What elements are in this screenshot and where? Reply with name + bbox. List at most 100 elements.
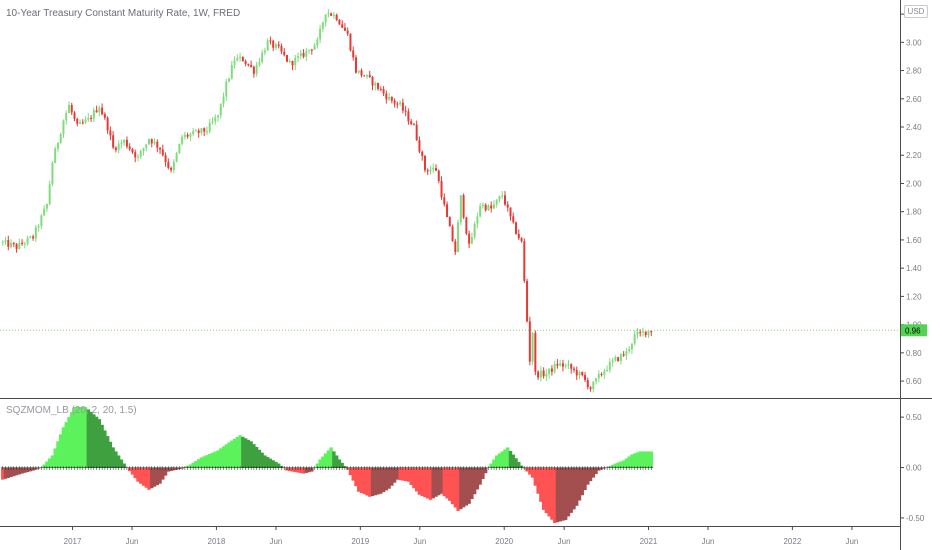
momentum-bar bbox=[486, 467, 491, 469]
squeeze-dot: + bbox=[583, 465, 588, 472]
price-pane[interactable] bbox=[0, 9, 900, 393]
squeeze-dot: + bbox=[522, 465, 527, 472]
momentum-tick-label: 0.50 bbox=[906, 413, 922, 422]
squeeze-dot: + bbox=[351, 465, 356, 472]
squeeze-dot: + bbox=[480, 465, 485, 472]
candle bbox=[465, 216, 468, 236]
candle bbox=[343, 23, 346, 32]
squeeze-dot: + bbox=[127, 465, 132, 472]
price-axis[interactable]: 3.203.002.802.602.402.202.001.801.601.40… bbox=[900, 10, 927, 386]
squeeze-dot: + bbox=[298, 465, 303, 472]
candle bbox=[95, 105, 98, 113]
time-axis[interactable]: 2017 Jun 2018 Jun 2019 Jun 2020 Jun 2021 Jun 2022 J… bbox=[64, 526, 859, 546]
momentum-bar bbox=[522, 467, 527, 469]
squeeze-dot: + bbox=[365, 465, 370, 472]
momentum-bar bbox=[75, 407, 79, 468]
squeeze-dot: + bbox=[646, 465, 651, 472]
squeeze-dot: + bbox=[238, 465, 243, 472]
candle bbox=[40, 213, 43, 229]
momentum-tick-label: 0.00 bbox=[906, 464, 922, 473]
momentum-bar bbox=[31, 467, 35, 471]
currency-button[interactable]: USD bbox=[904, 5, 928, 18]
squeeze-dot: + bbox=[533, 465, 538, 472]
momentum-bar bbox=[450, 467, 455, 505]
momentum-bar bbox=[638, 451, 642, 468]
squeeze-dot: + bbox=[453, 465, 458, 472]
momentum-bar bbox=[605, 467, 609, 469]
squeeze-dot: + bbox=[47, 465, 52, 472]
candle bbox=[32, 234, 35, 241]
squeeze-dot: + bbox=[502, 465, 507, 472]
momentum-bar bbox=[47, 458, 52, 468]
candle bbox=[501, 190, 504, 200]
squeeze-dot: + bbox=[461, 465, 466, 472]
candle bbox=[526, 278, 529, 323]
squeeze-dot: + bbox=[119, 465, 124, 472]
momentum-bar bbox=[205, 455, 209, 468]
momentum-bar bbox=[401, 467, 405, 481]
squeeze-dot: + bbox=[307, 465, 312, 472]
candle bbox=[459, 195, 462, 226]
candle bbox=[503, 191, 506, 206]
momentum-bar bbox=[279, 465, 284, 468]
indicator-title[interactable]: SQZMOM_LB (20, 2, 20, 1.5) bbox=[6, 405, 137, 416]
candle bbox=[241, 56, 244, 62]
squeeze-dot: + bbox=[108, 465, 113, 472]
momentum-pane[interactable]: ++++++++++++++++++++++++++++++++++++++++… bbox=[0, 407, 654, 523]
momentum-axis[interactable]: 0.50 0.00 -0.50 bbox=[900, 413, 925, 523]
candle bbox=[611, 357, 614, 367]
squeeze-dot: + bbox=[334, 465, 339, 472]
squeeze-dot: + bbox=[475, 465, 480, 472]
squeeze-dot: + bbox=[146, 465, 151, 472]
squeeze-dot: + bbox=[100, 465, 105, 472]
momentum-bar bbox=[481, 467, 485, 479]
squeeze-dot: + bbox=[113, 465, 118, 472]
momentum-bar bbox=[495, 455, 499, 468]
candle bbox=[641, 327, 644, 337]
momentum-bar bbox=[472, 467, 477, 495]
candle bbox=[559, 359, 562, 367]
candle bbox=[189, 132, 192, 142]
candle bbox=[379, 86, 382, 92]
momentum-bar bbox=[536, 467, 540, 494]
candle bbox=[225, 78, 228, 101]
squeeze-dot: + bbox=[102, 465, 107, 472]
momentum-bar bbox=[406, 467, 411, 482]
squeeze-dot: + bbox=[116, 465, 121, 472]
candle bbox=[390, 96, 393, 104]
momentum-bar bbox=[392, 467, 397, 483]
candle bbox=[426, 168, 429, 175]
candle bbox=[167, 158, 170, 170]
momentum-bar bbox=[133, 467, 137, 479]
candle bbox=[550, 365, 553, 376]
squeeze-dot: + bbox=[50, 465, 55, 472]
candle bbox=[23, 241, 26, 249]
squeeze-dot: + bbox=[243, 465, 248, 472]
momentum-bar bbox=[586, 467, 590, 485]
squeeze-dot: + bbox=[395, 465, 400, 472]
candle bbox=[15, 243, 18, 253]
candle bbox=[136, 154, 139, 162]
momentum-bar bbox=[141, 467, 146, 486]
momentum-bar bbox=[70, 412, 74, 468]
squeeze-dot: + bbox=[547, 465, 552, 472]
momentum-bar bbox=[561, 467, 565, 521]
momentum-bar bbox=[188, 464, 193, 468]
candle bbox=[407, 108, 410, 125]
candle bbox=[448, 216, 451, 227]
momentum-bar bbox=[199, 457, 204, 468]
momentum-bar bbox=[624, 458, 629, 468]
candle bbox=[617, 356, 620, 362]
candle bbox=[352, 46, 355, 61]
candle bbox=[354, 55, 357, 74]
squeeze-dot: + bbox=[284, 465, 289, 472]
time-tick-label: Jun bbox=[558, 537, 571, 546]
candle bbox=[584, 372, 587, 383]
candle bbox=[84, 116, 87, 124]
candle bbox=[12, 242, 15, 247]
momentum-bar bbox=[555, 467, 560, 523]
candle bbox=[377, 82, 380, 91]
candle bbox=[432, 163, 435, 174]
momentum-bar bbox=[86, 409, 91, 468]
